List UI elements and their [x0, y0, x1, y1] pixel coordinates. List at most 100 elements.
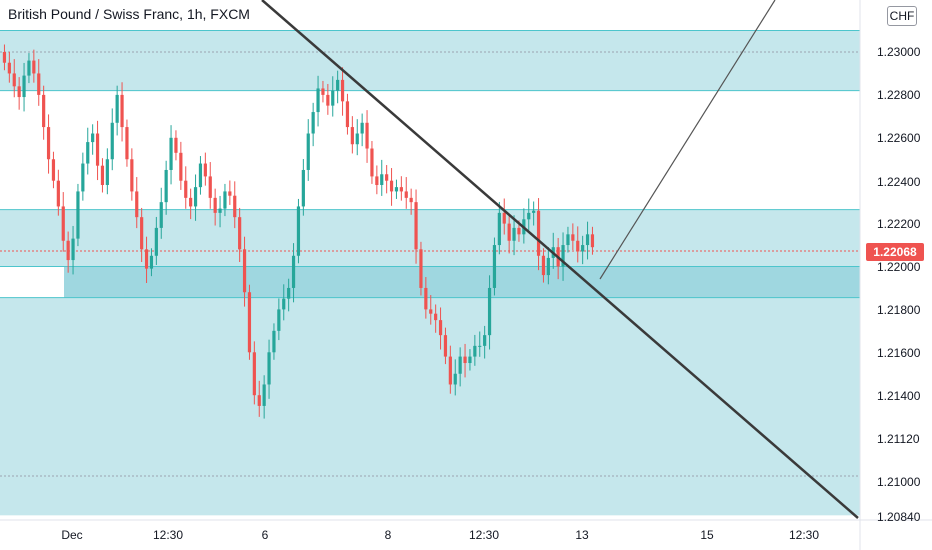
candle — [125, 119, 129, 167]
candle — [22, 62, 26, 112]
candle — [51, 151, 56, 189]
candle — [169, 125, 173, 185]
candle — [56, 169, 60, 216]
x-tick-label: 6 — [262, 528, 269, 542]
candle — [140, 207, 144, 262]
candle — [291, 243, 296, 303]
candle — [394, 179, 399, 199]
candle — [438, 307, 443, 350]
candle — [419, 241, 423, 296]
candle — [208, 162, 212, 209]
candle — [2, 44, 7, 71]
candle — [91, 124, 95, 155]
current-price-label: 1.22068 — [873, 245, 917, 259]
candle — [429, 295, 433, 325]
candle — [512, 215, 516, 256]
candle — [375, 165, 379, 195]
candle — [86, 127, 90, 175]
candle — [120, 82, 124, 142]
candle — [105, 148, 109, 195]
projection-line[interactable] — [599, 0, 776, 280]
candle — [228, 180, 232, 205]
candle — [581, 235, 585, 265]
candle — [32, 49, 36, 83]
y-tick-label: 1.22800 — [877, 88, 921, 102]
candle — [130, 148, 134, 201]
candle — [149, 248, 154, 277]
candle — [389, 168, 394, 206]
candle — [453, 359, 457, 396]
candle — [115, 85, 119, 136]
x-tick-label: 8 — [385, 528, 392, 542]
candle — [135, 177, 139, 229]
candle — [336, 70, 340, 104]
candle — [287, 278, 291, 312]
candle — [174, 130, 178, 161]
candle — [546, 246, 550, 285]
candle — [561, 232, 565, 281]
candle — [71, 225, 75, 275]
candle — [365, 110, 369, 163]
candle — [301, 159, 305, 216]
support-zone-core[interactable] — [64, 266, 860, 298]
candle — [360, 113, 364, 147]
currency-button[interactable]: CHF — [887, 6, 917, 26]
candle — [414, 189, 418, 264]
candle — [213, 188, 217, 226]
candle — [179, 141, 183, 190]
candle — [326, 83, 330, 115]
candle — [448, 345, 452, 394]
candle — [424, 277, 428, 319]
candle — [233, 181, 237, 229]
candle — [502, 198, 506, 235]
candle — [223, 183, 227, 217]
candle — [252, 341, 256, 405]
candle — [154, 216, 158, 265]
candle — [306, 119, 310, 181]
candle — [296, 198, 301, 264]
candle — [164, 160, 168, 215]
current-price-badge: 1.22068 — [866, 243, 924, 261]
x-tick-label: 12:30 — [469, 528, 499, 542]
x-tick-label: 12:30 — [153, 528, 183, 542]
candle — [277, 298, 281, 341]
candle — [316, 75, 320, 127]
candle — [267, 339, 271, 399]
candle — [468, 349, 472, 371]
candle — [282, 284, 286, 321]
x-tick-label: 13 — [575, 528, 589, 542]
candle — [463, 343, 467, 378]
candle — [541, 248, 546, 283]
y-tick-label: 1.22200 — [877, 217, 921, 231]
candle — [370, 141, 374, 184]
candle — [571, 223, 575, 250]
candle — [110, 108, 114, 171]
candle — [321, 80, 325, 103]
y-tick-label: 1.21120 — [877, 432, 920, 446]
candle — [311, 102, 315, 147]
candle — [434, 304, 438, 333]
candle — [66, 231, 70, 273]
support-zone-upper[interactable] — [0, 209, 860, 267]
downtrend-line[interactable] — [261, 0, 859, 519]
resistance-zone[interactable] — [0, 30, 860, 91]
candle — [159, 187, 163, 239]
candle — [443, 327, 448, 365]
candle — [404, 177, 408, 209]
candle — [193, 174, 198, 221]
candle — [100, 158, 105, 193]
candle — [184, 166, 188, 209]
candle — [576, 226, 580, 263]
support-zone-lower[interactable] — [0, 297, 860, 516]
candle — [483, 325, 487, 359]
candle — [81, 152, 85, 201]
candle — [7, 51, 11, 83]
y-tick-label: 1.21600 — [877, 346, 921, 360]
candle — [497, 201, 501, 255]
candle — [12, 59, 16, 98]
candle — [458, 347, 462, 387]
candle — [527, 198, 531, 231]
candle — [46, 114, 51, 174]
x-tick-label: Dec — [61, 528, 82, 542]
